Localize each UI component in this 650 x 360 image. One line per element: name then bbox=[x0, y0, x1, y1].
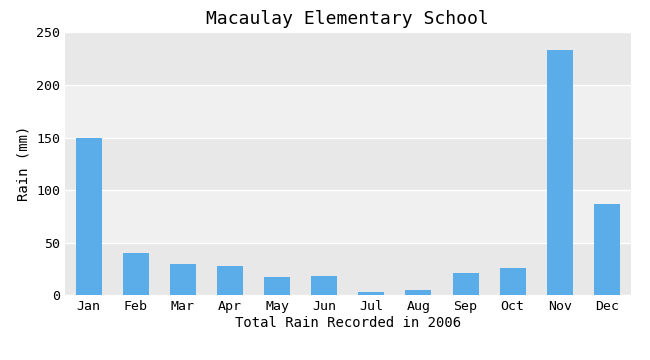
Bar bbox=[452, 273, 478, 295]
Bar bbox=[75, 138, 101, 295]
Title: Macaulay Elementary School: Macaulay Elementary School bbox=[207, 10, 489, 28]
Bar bbox=[65, 138, 630, 190]
Bar bbox=[65, 243, 630, 295]
Bar bbox=[311, 276, 337, 295]
Bar bbox=[264, 277, 290, 295]
Bar bbox=[65, 190, 630, 243]
Bar bbox=[358, 292, 384, 295]
Bar bbox=[594, 204, 620, 295]
Bar bbox=[170, 264, 196, 295]
Y-axis label: Rain (mm): Rain (mm) bbox=[17, 126, 31, 202]
Bar bbox=[65, 85, 630, 138]
Bar bbox=[500, 268, 526, 295]
Bar bbox=[406, 290, 432, 295]
X-axis label: Total Rain Recorded in 2006: Total Rain Recorded in 2006 bbox=[235, 316, 461, 330]
Bar bbox=[123, 253, 149, 295]
Bar bbox=[65, 32, 630, 85]
Bar bbox=[547, 50, 573, 295]
Bar bbox=[217, 266, 243, 295]
